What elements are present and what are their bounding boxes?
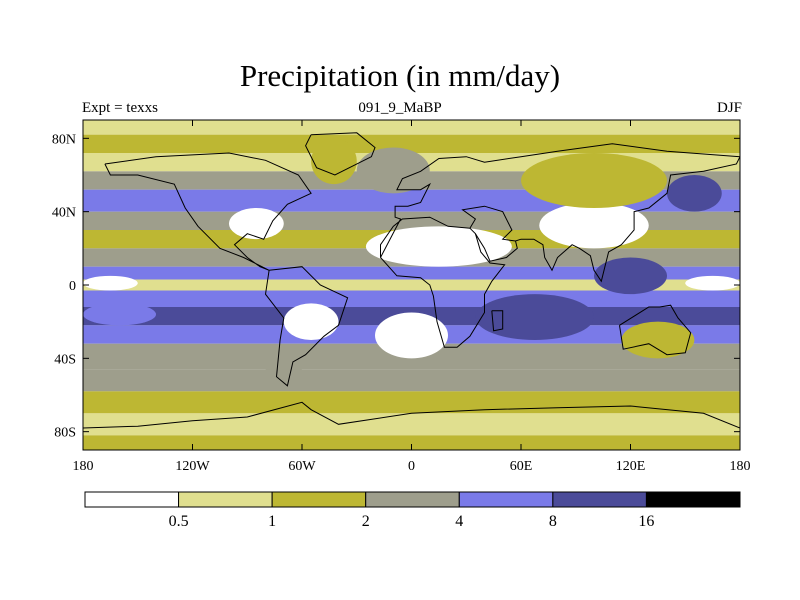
x-tick-label: 60W [288, 459, 316, 474]
x-tick-label: 120W [175, 459, 210, 474]
precip-patch-3 [365, 226, 512, 267]
precip-patch-8 [375, 312, 448, 359]
precip-patch-12 [83, 275, 138, 291]
chart-title: Precipitation (in mm/day) [239, 58, 561, 93]
coastline-1 [305, 132, 376, 176]
map-plot-area [83, 120, 740, 450]
precip-band-14 [83, 369, 740, 392]
x-axis: 180 120W 60W 0 60E 120E 180 [73, 120, 751, 474]
colorbar-label: 0.5 [169, 513, 189, 530]
y-tick-label: 40S [54, 352, 76, 367]
x-tick-label: 60E [510, 459, 533, 474]
precip-patch-5 [521, 153, 667, 208]
precip-band-15 [83, 391, 740, 414]
colorbar-label: 4 [455, 513, 463, 530]
season-label: DJF [716, 100, 742, 116]
colorbar-label: 16 [638, 513, 654, 530]
precip-band-17 [83, 435, 740, 450]
coastline-3 [380, 143, 740, 283]
colorbar: 0.5 1 2 4 8 16 [84, 491, 741, 530]
colorbar-swatch [458, 491, 554, 508]
precip-band-9 [83, 279, 740, 291]
precip-patch-11 [685, 275, 740, 291]
y-tick-label: 0 [69, 279, 76, 294]
y-tick-label: 80N [52, 132, 76, 147]
y-tick-label: 80S [54, 426, 76, 441]
precip-band-1 [83, 134, 740, 153]
y-axis: 80N 40N 0 40S 80S [52, 132, 740, 441]
precip-patch-4 [539, 202, 649, 249]
y-tick-label: 40N [52, 206, 76, 221]
precip-patch-9 [475, 294, 594, 341]
coastline-5 [474, 233, 518, 262]
experiment-label: Expt = texxs [82, 100, 158, 116]
precip-patch-2 [356, 147, 430, 194]
precip-patch-10 [83, 303, 156, 326]
colorbar-label: 1 [268, 513, 276, 530]
x-tick-label: 180 [730, 459, 751, 474]
colorbar-label: 2 [362, 513, 370, 530]
precip-patch-6 [594, 257, 667, 295]
time-slice-label: 091_9_MaBP [358, 100, 442, 116]
precip-patch-0 [229, 208, 284, 240]
coastline-8 [83, 401, 740, 429]
colorbar-swatch [365, 491, 460, 508]
colorbar-swatch [271, 491, 367, 508]
x-tick-label: 120E [616, 459, 646, 474]
coastline-0 [104, 152, 312, 271]
precip-patch-13 [621, 321, 695, 359]
colorbar-swatch [645, 491, 741, 508]
coastlines [83, 132, 740, 429]
colorbar-label: 8 [549, 513, 557, 530]
coastline-6 [491, 310, 504, 332]
precip-patch-1 [311, 138, 357, 185]
colorbar-swatch [552, 491, 647, 508]
precip-band-0 [83, 120, 740, 135]
precip-patch-14 [265, 349, 302, 386]
coastline-2 [264, 266, 349, 387]
precip-patch-15 [667, 175, 722, 212]
x-tick-label: 180 [73, 459, 94, 474]
coastline-4 [380, 227, 506, 348]
precip-band-16 [83, 413, 740, 436]
precip-band-8 [83, 266, 740, 280]
colorbar-swatch [84, 491, 180, 508]
colorbar-swatch [178, 491, 273, 508]
precip-patch-7 [283, 303, 339, 340]
x-tick-label: 0 [408, 459, 415, 474]
coastline-7 [619, 304, 692, 356]
